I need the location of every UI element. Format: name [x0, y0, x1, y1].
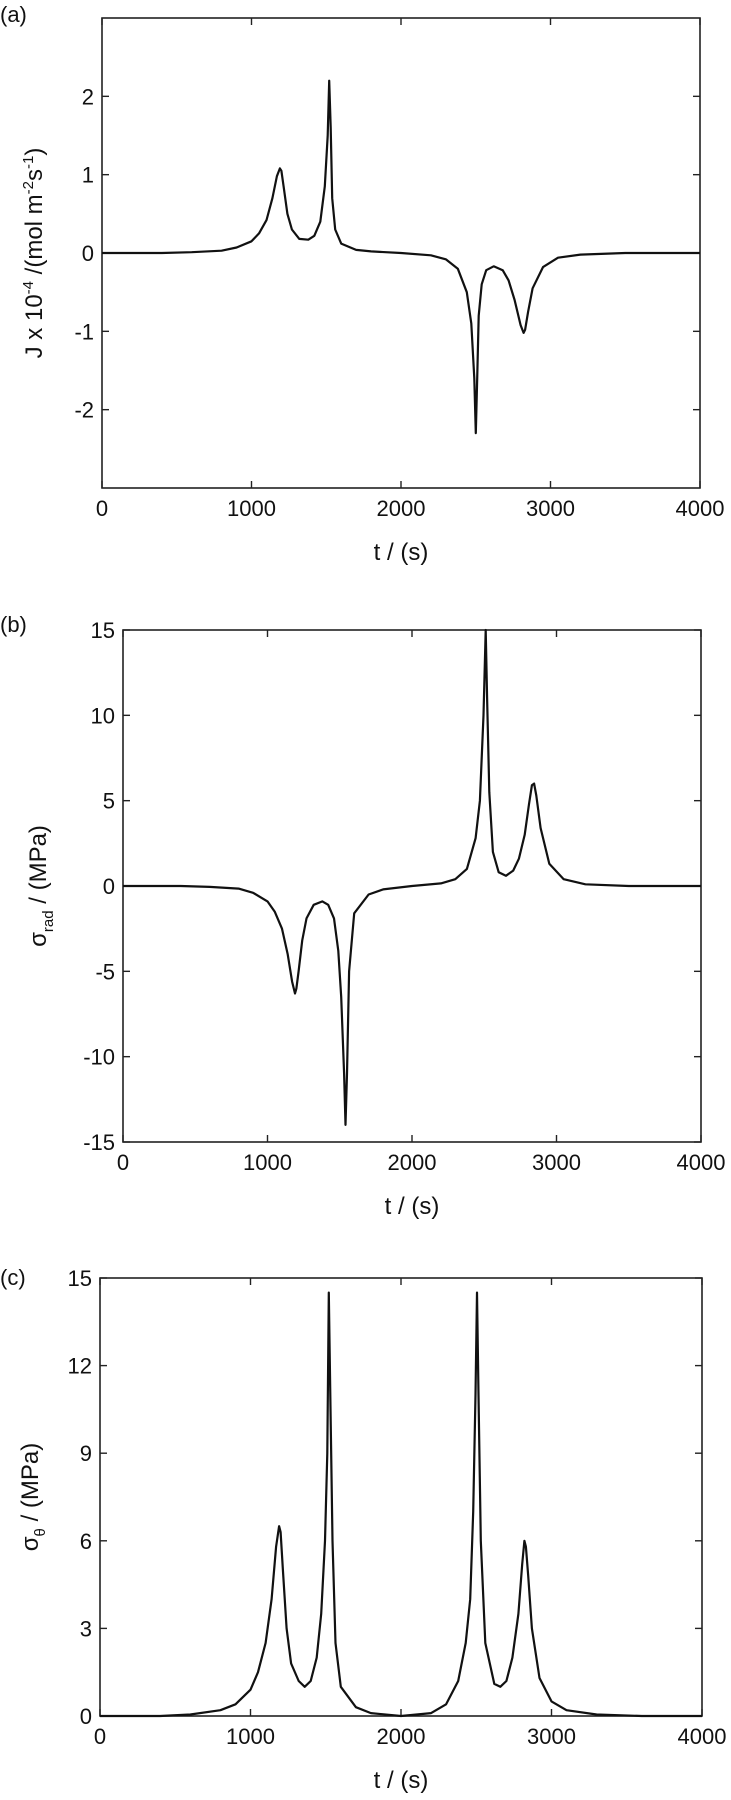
x-tick-label: 2000 [388, 1150, 437, 1175]
series-line [102, 79, 700, 435]
y-label-sub: θ [32, 1528, 49, 1536]
x-tick-label: 2000 [377, 1724, 426, 1749]
y-tick-label: 6 [80, 1529, 92, 1554]
x-tick-label: 0 [117, 1150, 129, 1175]
x-tick-label: 4000 [677, 1150, 726, 1175]
x-tick-label: 3000 [527, 1724, 576, 1749]
y-label-unit-post: ) [21, 148, 48, 156]
y-label-main: J x 10 [21, 294, 48, 358]
tick-labels: 0 1000 2000 3000 4000 -2 -1 0 1 2 [74, 84, 724, 521]
y-tick-label: 10 [91, 703, 115, 728]
y-tick-label: -5 [95, 959, 115, 984]
y-axis-label: σθ / (MPa) [17, 1443, 49, 1552]
y-label-sub: rad [40, 910, 57, 932]
x-axis-label: t / (s) [374, 1767, 429, 1794]
y-tick-label: 0 [80, 1704, 92, 1729]
plot-area [99, 1277, 703, 1717]
y-tick-label: 0 [103, 874, 115, 899]
axis-ticks [99, 1277, 703, 1717]
y-tick-label: 5 [103, 789, 115, 814]
series-line [123, 628, 701, 1126]
y-label-exp: -4 [20, 281, 37, 294]
y-label-unit-exp2: -1 [20, 156, 37, 169]
x-tick-label: 4000 [678, 1724, 727, 1749]
y-label-unit: / (MPa) [17, 1443, 44, 1528]
x-tick-label: 0 [96, 496, 108, 521]
y-tick-label: 0 [82, 241, 94, 266]
tick-labels: 0 1000 2000 3000 4000 0 3 6 9 12 15 [68, 1266, 727, 1749]
x-axis-label: t / (s) [374, 539, 429, 566]
y-tick-label: 1 [82, 163, 94, 188]
y-tick-label: 15 [68, 1266, 92, 1291]
y-label-unit-exp1: -2 [20, 181, 37, 194]
series-line [100, 1291, 702, 1718]
y-label-unit-mid: s [21, 169, 48, 181]
y-label-main: σ [17, 1536, 44, 1551]
y-tick-label: 15 [91, 618, 115, 643]
x-tick-label: 2000 [377, 496, 426, 521]
x-tick-label: 1000 [226, 1724, 275, 1749]
y-tick-label: -15 [83, 1130, 115, 1155]
x-tick-label: 3000 [532, 1150, 581, 1175]
y-label-unit: / (MPa) [25, 825, 52, 910]
y-tick-label: 3 [80, 1616, 92, 1641]
y-tick-label: -2 [74, 398, 94, 423]
y-axis-label: J x 10-4 /(mol m-2s-1) [20, 148, 48, 359]
y-label-unit-pre: /(mol m [21, 194, 48, 281]
y-tick-label: 12 [68, 1354, 92, 1379]
y-label-main: σ [25, 932, 52, 947]
x-tick-label: 1000 [227, 496, 276, 521]
x-tick-label: 1000 [243, 1150, 292, 1175]
panel-label: (b) [0, 612, 27, 637]
panel-label: (a) [0, 2, 27, 27]
y-tick-label: -10 [83, 1045, 115, 1070]
x-tick-label: 4000 [676, 496, 725, 521]
tick-labels: 0 1000 2000 3000 4000 -15 -10 -5 0 5 10 15 [83, 618, 725, 1175]
y-tick-label: 2 [82, 84, 94, 109]
x-tick-label: 0 [94, 1724, 106, 1749]
panel-b: (b) 0 1000 2000 3000 4000 -15 -10 -5 0 5 10 15 t / … [0, 612, 725, 1220]
y-axis-label: σrad / (MPa) [25, 825, 57, 947]
x-tick-label: 3000 [526, 496, 575, 521]
panel-label: (c) [0, 1265, 26, 1290]
y-tick-label: 9 [80, 1441, 92, 1466]
x-axis-label: t / (s) [385, 1193, 440, 1220]
panel-c: (c) 0 1000 2000 3000 4000 0 3 6 9 12 15 t / (s) σθ… [0, 1265, 726, 1794]
panel-a: (a) 0 1000 2000 3000 4000 -2 -1 0 1 2 t / (s) J x… [0, 2, 724, 566]
y-tick-label: -1 [74, 319, 94, 344]
